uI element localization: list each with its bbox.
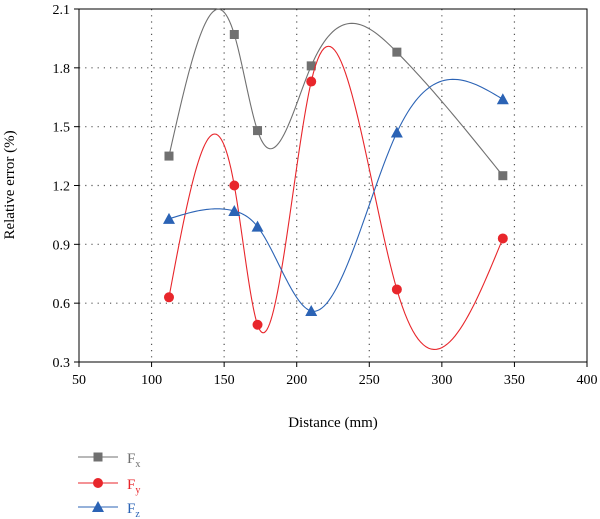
y-tick-label: 1.5 [53, 121, 71, 136]
data-point [306, 61, 316, 71]
y-tick-label: 0.9 [53, 238, 71, 253]
legend-label: Fz [127, 501, 140, 519]
data-point [497, 233, 508, 244]
x-tick-label: 250 [359, 373, 380, 388]
x-tick-label: 150 [214, 373, 235, 388]
data-point [229, 29, 239, 39]
data-point [228, 204, 241, 216]
tick-labels: 50 100 150 200 250 300 350 400 0.3 0.6 0.9 1.2 1.5 1.… [53, 3, 598, 388]
data-point [164, 151, 174, 161]
x-axis-title: Distance (mm) [288, 415, 378, 431]
axes [74, 8, 588, 367]
series-fy [163, 45, 508, 351]
legend-marker [93, 478, 103, 488]
data-point [253, 126, 263, 136]
series-line [168, 8, 504, 177]
y-tick-label: 0.6 [53, 297, 71, 312]
y-tick-label: 2.1 [53, 3, 71, 18]
data-point [496, 93, 509, 105]
x-tick-label: 50 [72, 373, 86, 388]
legend-label: Fx [127, 451, 140, 470]
grid [79, 9, 587, 362]
legend-label: Fy [127, 477, 140, 496]
series-fx [164, 8, 508, 181]
legend-item: Fx [78, 451, 140, 470]
x-tick-label: 200 [286, 373, 307, 388]
data-point [163, 292, 174, 303]
x-tick-label: 350 [504, 373, 525, 388]
data-point [305, 305, 318, 317]
data-point [390, 126, 403, 138]
data-point [306, 76, 317, 87]
x-tick-label: 400 [577, 373, 598, 388]
y-tick-label: 0.3 [53, 356, 71, 371]
series-line [168, 45, 504, 351]
y-axis-title: Relative error (%) [2, 130, 18, 239]
y-tick-label: 1.2 [53, 180, 71, 195]
data-point [498, 171, 508, 181]
series-line [168, 78, 504, 312]
legend-item: Fz [78, 501, 140, 519]
plot-frame [78, 8, 588, 363]
data-point [252, 319, 263, 330]
x-tick-label: 100 [141, 373, 162, 388]
data-point [251, 220, 264, 232]
y-tick-label: 1.8 [53, 62, 71, 77]
data-point [229, 180, 240, 191]
legend-item: Fy [78, 477, 140, 496]
data-point [162, 212, 175, 224]
legend: Fx Fy Fz [78, 451, 140, 519]
series [162, 8, 509, 351]
data-point [391, 284, 402, 295]
series-fz [162, 78, 509, 317]
legend-marker [92, 501, 104, 512]
x-tick-label: 300 [431, 373, 452, 388]
data-point [392, 47, 402, 57]
legend-marker [93, 452, 103, 462]
